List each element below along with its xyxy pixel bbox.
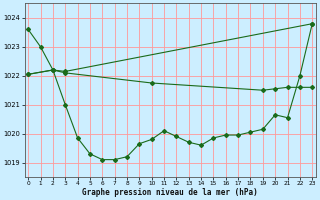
X-axis label: Graphe pression niveau de la mer (hPa): Graphe pression niveau de la mer (hPa) — [82, 188, 258, 197]
